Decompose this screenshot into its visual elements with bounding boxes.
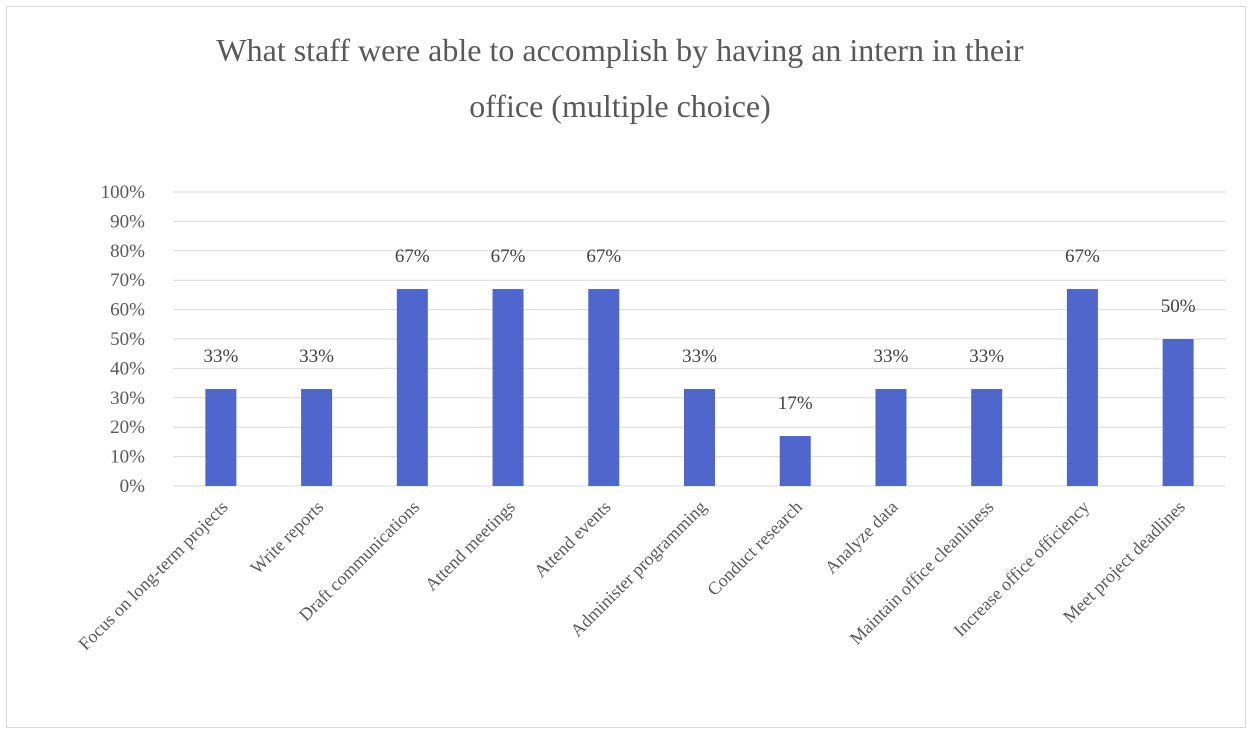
chart-title-line2: office (multiple choice) xyxy=(469,88,771,124)
y-tick-label: 40% xyxy=(110,358,145,379)
chart-title: What staff were able to accomplish by ha… xyxy=(0,22,1240,134)
y-tick-label: 0% xyxy=(120,476,146,497)
x-tick-label: Attend meetings xyxy=(421,497,519,595)
data-label: 17% xyxy=(778,393,813,414)
x-tick-label: Conduct research xyxy=(703,497,806,600)
bar xyxy=(1066,289,1098,486)
data-label: 67% xyxy=(1065,246,1100,267)
y-tick-label: 100% xyxy=(101,182,146,203)
bar xyxy=(875,388,907,486)
bar xyxy=(779,436,811,486)
chart-frame xyxy=(6,6,1246,728)
bar xyxy=(684,388,715,486)
x-tick-label: Write reports xyxy=(246,497,327,578)
y-tick-label: 10% xyxy=(110,447,145,468)
x-tick-label: Attend events xyxy=(530,497,614,581)
data-label: 67% xyxy=(586,246,621,267)
x-tick-label: Focus on long-term projects xyxy=(74,497,231,654)
chart-title-line1: What staff were able to accomplish by ha… xyxy=(216,32,1024,68)
data-label: 33% xyxy=(299,346,334,367)
y-tick-label: 70% xyxy=(110,270,145,291)
bar xyxy=(588,289,620,486)
bar xyxy=(205,388,237,486)
data-label: 33% xyxy=(682,346,717,367)
data-label: 50% xyxy=(1161,296,1196,317)
y-tick-label: 50% xyxy=(110,329,145,350)
bar xyxy=(1162,339,1194,486)
data-label: 33% xyxy=(969,346,1004,367)
bar xyxy=(301,388,333,486)
bar xyxy=(492,289,524,486)
bar xyxy=(971,388,1003,486)
y-tick-label: 30% xyxy=(110,388,145,409)
data-label: 33% xyxy=(874,346,909,367)
y-tick-label: 80% xyxy=(110,241,145,262)
y-tick-label: 90% xyxy=(110,211,145,232)
bar xyxy=(396,289,428,486)
y-tick-label: 20% xyxy=(110,417,145,438)
x-tick-label: Analyze data xyxy=(821,497,902,578)
data-label: 67% xyxy=(491,246,526,267)
data-label: 33% xyxy=(203,346,238,367)
y-tick-label: 60% xyxy=(110,300,145,321)
data-label: 67% xyxy=(395,246,430,267)
